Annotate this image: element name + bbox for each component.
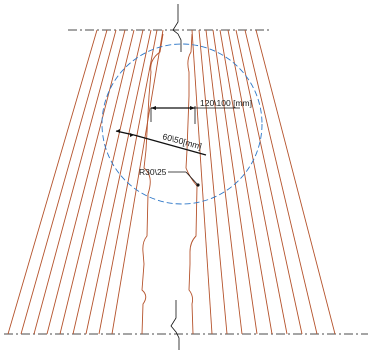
conductor-line (191, 29, 213, 335)
pitch-arrow-right (190, 106, 195, 110)
top-break-line (172, 4, 182, 52)
conductor-line (46, 29, 126, 335)
conductor-line (244, 29, 318, 335)
conductor-line (205, 29, 243, 335)
bottom-break-line (170, 300, 180, 350)
conductor-line (198, 29, 228, 335)
tooth-arrow-left (116, 129, 120, 133)
slot-left-wall (141, 33, 164, 335)
conductor-line (20, 29, 108, 335)
slot-pitch-dimension (150, 106, 240, 124)
conductor-line (85, 29, 152, 335)
conductor-line (33, 29, 117, 335)
detail-circle (101, 43, 263, 205)
conductor-line (72, 29, 144, 335)
tooth-leader (133, 134, 207, 156)
right-conductor-group (191, 29, 336, 335)
tooth-arrow-right (130, 133, 134, 137)
left-conductor-group (7, 29, 164, 335)
radius-leader-diagonal (185, 171, 199, 186)
tooth-width-dimension (115, 129, 207, 156)
central-slot (141, 33, 198, 335)
pitch-arrow-left (151, 106, 156, 110)
radius-centre-point (196, 183, 200, 187)
conductor-line (235, 29, 303, 335)
conductor-line (111, 29, 164, 335)
conductor-line (212, 29, 258, 335)
conductor-line (98, 29, 158, 335)
conductor-line (59, 29, 135, 335)
slot-pitch-label: 120\100 [mm] (200, 98, 252, 108)
conductor-line (219, 29, 273, 335)
conductor-line (255, 29, 336, 335)
conductor-line (7, 29, 98, 335)
radius-callout (168, 171, 200, 187)
radius-label: R30\25 (139, 167, 167, 177)
conductor-line (227, 29, 288, 335)
